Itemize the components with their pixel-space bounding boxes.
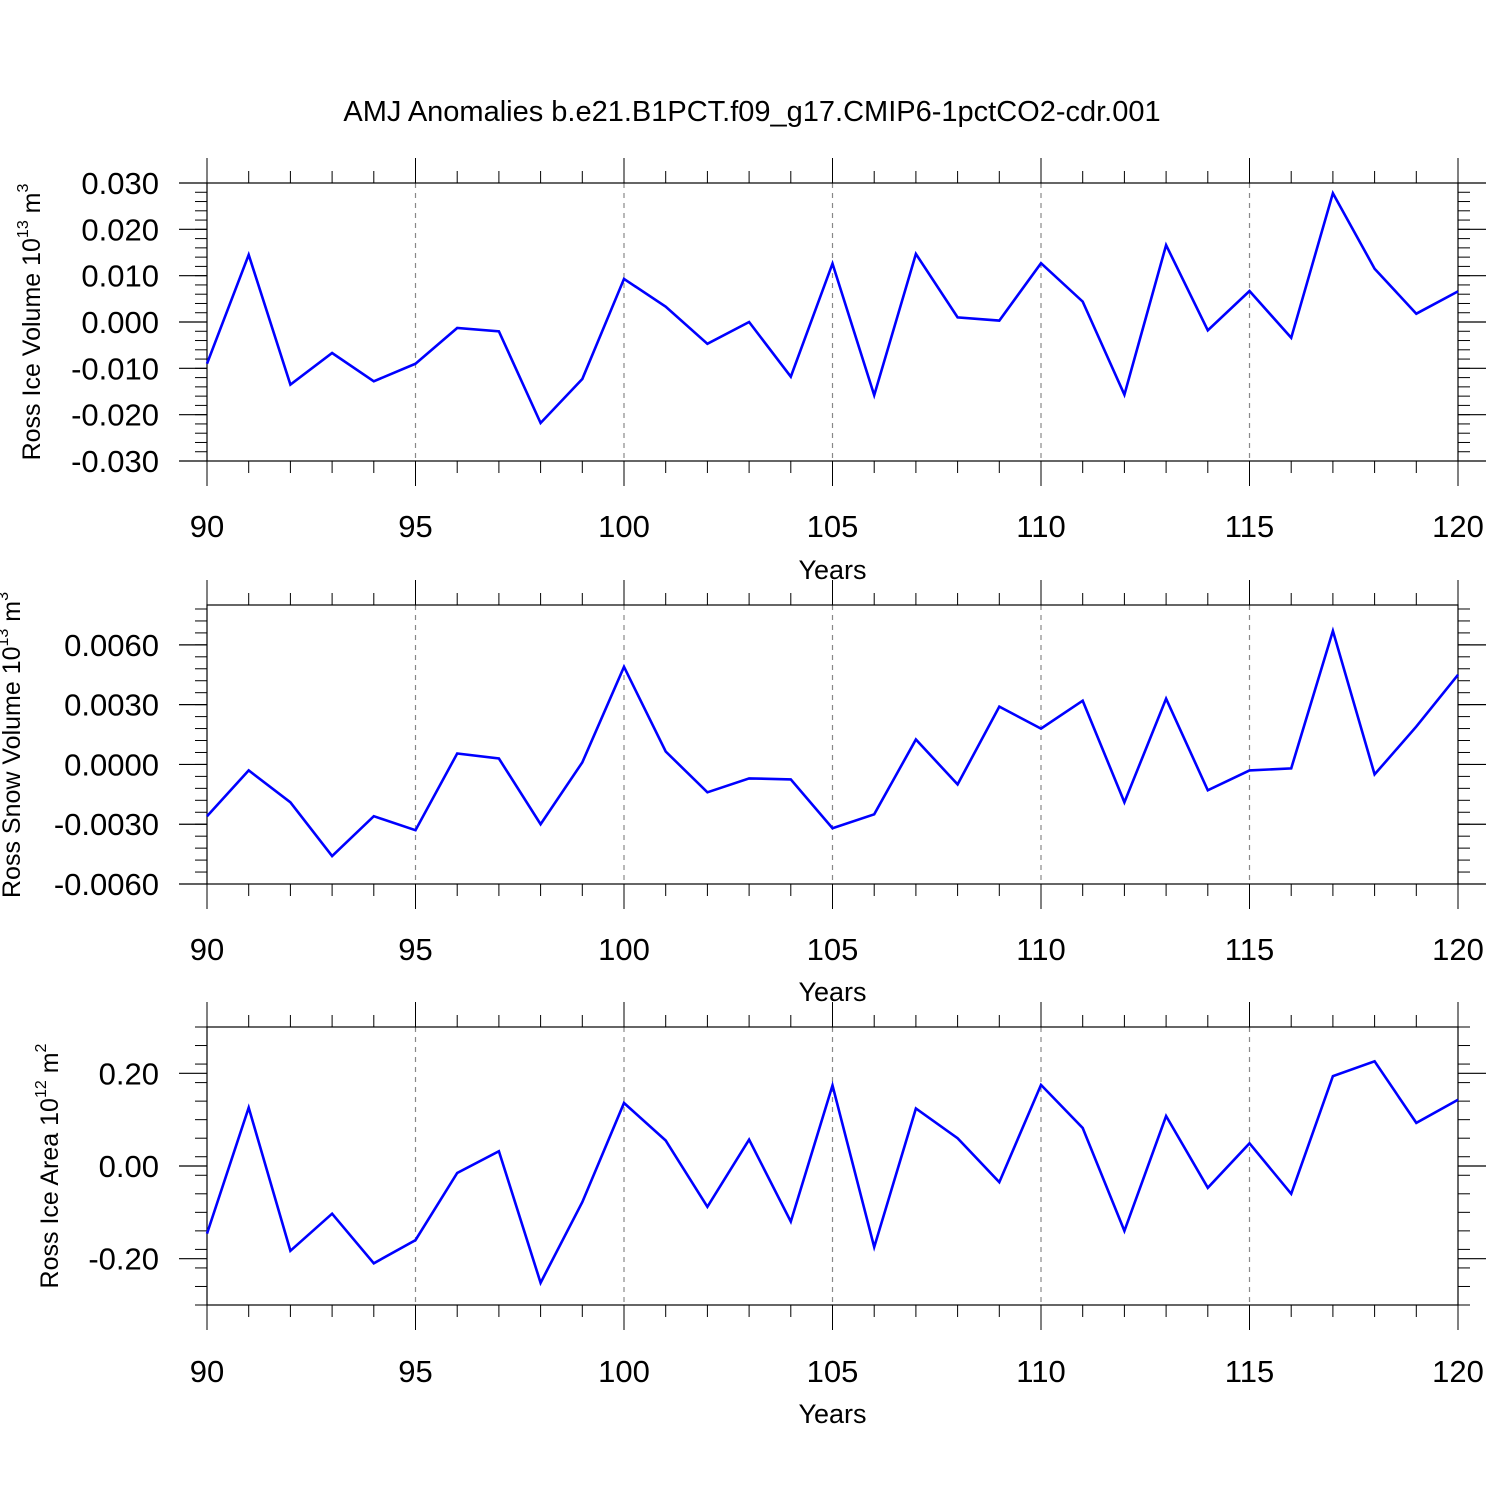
x-tick-label: 90 [190, 932, 224, 967]
x-tick-label: 110 [1016, 1354, 1065, 1389]
x-tick-label: 120 [1432, 1354, 1484, 1389]
x-tick-label: 115 [1225, 932, 1274, 967]
x-tick-label: 105 [807, 932, 859, 967]
y-tick-label: 0.0000 [64, 747, 159, 782]
y-tick-label: -0.20 [88, 1242, 159, 1277]
x-tick-label: 100 [598, 509, 650, 544]
x-tick-label: 120 [1432, 932, 1484, 967]
y-axis-label: Ross Snow Volume 1013 m3 [0, 592, 26, 898]
y-tick-label: -0.030 [71, 444, 159, 479]
y-tick-label: 0.010 [81, 259, 159, 294]
panel-ice-area: 90 95 100 105 110 115 120 Years -0.20 0.00 0.20 Ros… [33, 1002, 1486, 1429]
y-axis-label: Ross Ice Area 1012 m2 [33, 1043, 64, 1288]
y-tick-label: 0.000 [81, 305, 159, 340]
y-tick-label: 0.0060 [64, 628, 159, 663]
x-tick-label: 120 [1432, 509, 1484, 544]
y-tick-label: -0.0030 [54, 807, 159, 842]
x-tick-label: 100 [598, 1354, 650, 1389]
x-tick-label: 105 [807, 509, 859, 544]
x-tick-label: 105 [807, 1354, 859, 1389]
x-tick-label: 100 [598, 932, 650, 967]
y-tick-label: -0.020 [71, 398, 159, 433]
y-tick-label: -0.010 [71, 351, 159, 386]
x-tick-label: 90 [190, 509, 224, 544]
x-tick-label: 110 [1016, 932, 1065, 967]
y-tick-label: 0.020 [81, 212, 159, 247]
panel-snow-volume: 90 95 100 105 110 115 120Years-0.0060-0.00300.… [0, 580, 1486, 1007]
y-tick-label: 0.030 [81, 166, 159, 201]
x-tick-label: 115 [1225, 509, 1274, 544]
x-tick-label: 90 [190, 1354, 224, 1389]
x-axis-label: Years [798, 1399, 866, 1429]
y-axis-label: Ross Ice Volume 1013 m3 [15, 183, 46, 460]
panel-ice-volume: 90 95 100 105 110 115 120Years-0.030-0.020-0.0… [15, 158, 1486, 585]
x-tick-label: 95 [398, 932, 432, 967]
y-tick-label: 0.20 [99, 1056, 159, 1091]
x-tick-label: 110 [1016, 509, 1065, 544]
series-line [206, 626, 1460, 859]
y-tick-label: 0.0030 [64, 688, 159, 723]
y-tick-label: 0.00 [99, 1149, 159, 1184]
x-tick-label: 115 [1225, 1354, 1274, 1389]
y-tick-label: -0.0060 [54, 867, 159, 902]
x-tick-label: 95 [398, 1354, 432, 1389]
x-tick-label: 95 [398, 509, 432, 544]
chart-title: AMJ Anomalies b.e21.B1PCT.f09_g17.CMIP6-… [343, 96, 1160, 128]
